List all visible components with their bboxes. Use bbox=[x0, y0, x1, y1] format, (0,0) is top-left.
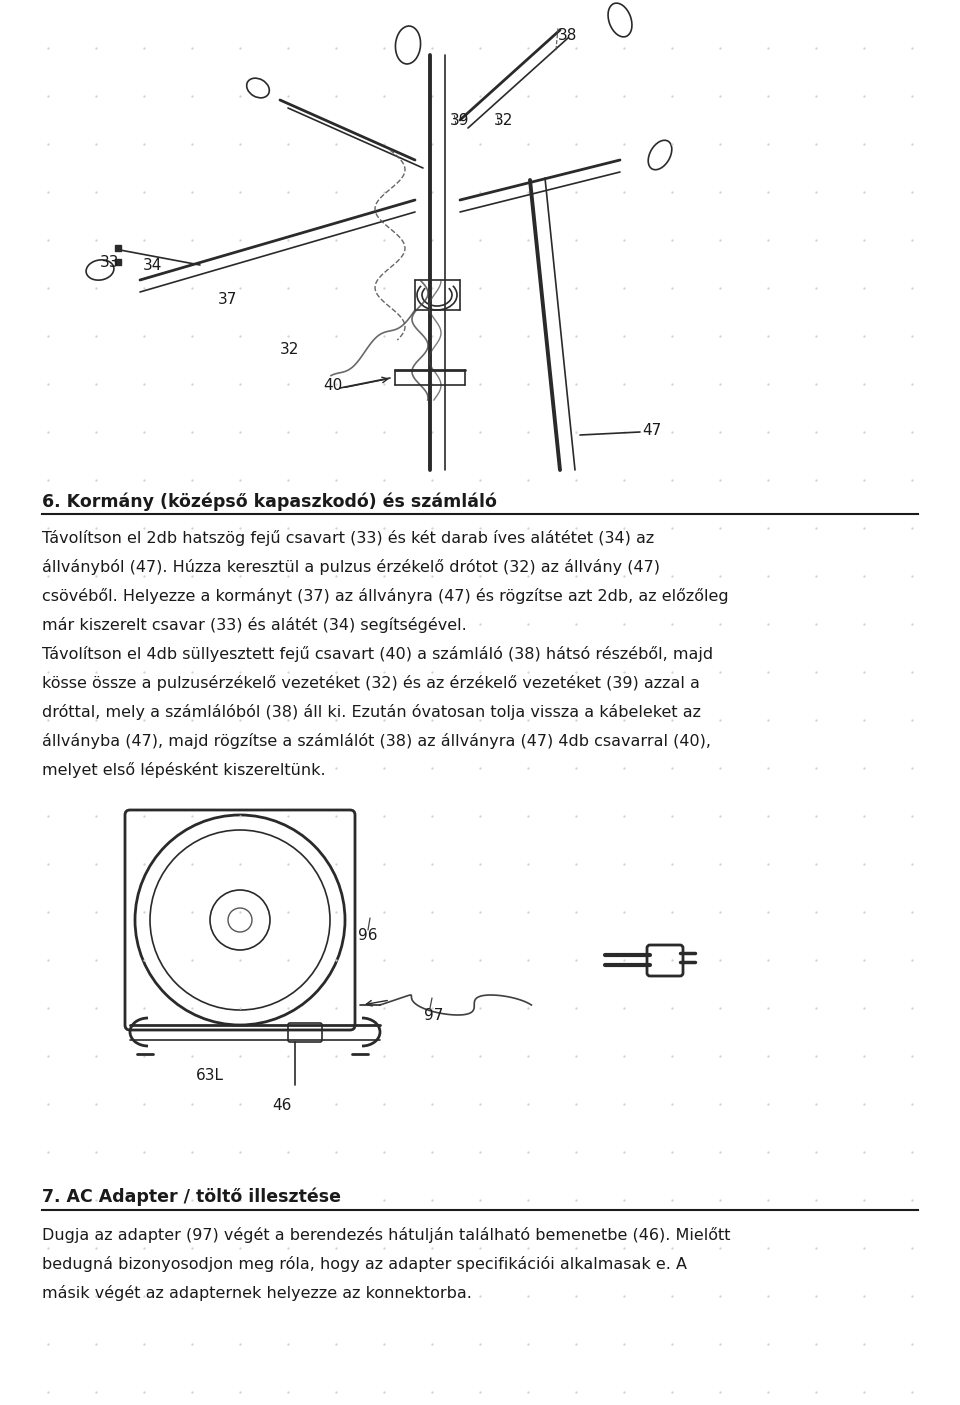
Text: Távolítson el 2db hatszög fejű csavart (33) és két darab íves alátétet (34) az: Távolítson el 2db hatszög fejű csavart (… bbox=[42, 530, 655, 547]
Text: 7. AC Adapter / töltő illesztése: 7. AC Adapter / töltő illesztése bbox=[42, 1189, 341, 1207]
Text: 37: 37 bbox=[218, 292, 237, 308]
Text: 6. Kormány (középső kapaszkodó) és számláló: 6. Kormány (középső kapaszkodó) és száml… bbox=[42, 492, 497, 510]
Text: állványba (47), majd rögzítse a számlálót (38) az állványra (47) 4db csavarral (: állványba (47), majd rögzítse a számláló… bbox=[42, 733, 711, 749]
Text: dróttal, mely a számlálóból (38) áll ki. Ezután óvatosan tolja vissza a kábeleke: dróttal, mely a számlálóból (38) áll ki.… bbox=[42, 704, 701, 719]
Text: 46: 46 bbox=[272, 1097, 292, 1113]
Text: melyet első lépésként kiszereltünk.: melyet első lépésként kiszereltünk. bbox=[42, 762, 325, 778]
Text: 96: 96 bbox=[358, 927, 377, 943]
Text: 97: 97 bbox=[424, 1007, 444, 1023]
Text: állványból (47). Húzza keresztül a pulzus érzékelő drótot (32) az állvány (47): állványból (47). Húzza keresztül a pulzu… bbox=[42, 559, 660, 575]
Text: már kiszerelt csavar (33) és alátét (34) segítségével.: már kiszerelt csavar (33) és alátét (34)… bbox=[42, 617, 467, 634]
Text: Távolítson el 4db süllyesztett fejű csavart (40) a számláló (38) hátsó részéből,: Távolítson el 4db süllyesztett fejű csav… bbox=[42, 646, 713, 662]
Text: bedugná bizonyosodjon meg róla, hogy az adapter specifikációi alkalmasak e. A: bedugná bizonyosodjon meg róla, hogy az … bbox=[42, 1256, 687, 1272]
Text: másik végét az adapternek helyezze az konnektorba.: másik végét az adapternek helyezze az ko… bbox=[42, 1286, 472, 1301]
Text: 34: 34 bbox=[143, 259, 162, 273]
Text: 32: 32 bbox=[494, 112, 514, 128]
Text: csövéből. Helyezze a kormányt (37) az állványra (47) és rögzítse azt 2db, az elő: csövéből. Helyezze a kormányt (37) az ál… bbox=[42, 589, 729, 604]
Text: 40: 40 bbox=[323, 378, 343, 393]
Text: kösse össze a pulzusérzékelő vezetéket (32) és az érzékelő vezetéket (39) azzal : kösse össze a pulzusérzékelő vezetéket (… bbox=[42, 674, 700, 691]
Text: 63L: 63L bbox=[196, 1068, 224, 1083]
Text: 33: 33 bbox=[100, 254, 119, 270]
Text: Dugja az adapter (97) végét a berendezés hátulján található bemenetbe (46). Miel: Dugja az adapter (97) végét a berendezés… bbox=[42, 1227, 731, 1243]
Text: 38: 38 bbox=[558, 28, 577, 44]
Text: 47: 47 bbox=[642, 423, 661, 438]
Text: 32: 32 bbox=[280, 341, 300, 357]
Text: 39: 39 bbox=[450, 112, 469, 128]
